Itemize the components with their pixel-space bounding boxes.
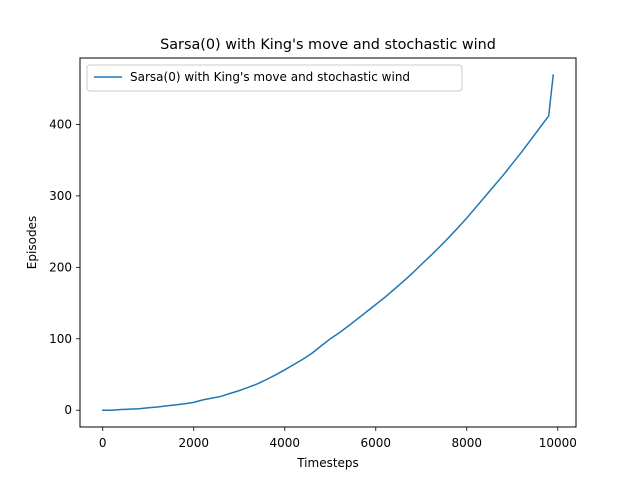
axis-ticks: 0 2000 4000 6000 8000 10000 0 100 200 300 400 <box>49 117 577 450</box>
x-tick-label: 4000 <box>269 436 300 450</box>
x-axis-label: Timesteps <box>296 456 359 470</box>
plot-area <box>102 74 555 411</box>
legend-label: Sarsa(0) with King's move and stochastic… <box>130 70 410 84</box>
x-tick-label: 0 <box>99 436 107 450</box>
y-tick-label: 300 <box>49 189 72 203</box>
x-tick-label: 2000 <box>178 436 209 450</box>
x-tick-label: 6000 <box>361 436 392 450</box>
x-tick-label: 10000 <box>539 436 577 450</box>
y-tick-label: 200 <box>49 260 72 274</box>
legend: Sarsa(0) with King's move and stochastic… <box>86 64 463 92</box>
y-tick-label: 400 <box>49 117 72 131</box>
legend-box <box>86 64 463 92</box>
axes-frame <box>79 57 577 428</box>
y-tick-label: 0 <box>64 403 72 417</box>
x-tick-label: 8000 <box>452 436 483 450</box>
series-line <box>102 74 555 411</box>
chart-title: Sarsa(0) with King's move and stochastic… <box>160 37 496 53</box>
y-tick-label: 100 <box>49 332 72 346</box>
y-axis-label: Episodes <box>25 216 39 269</box>
